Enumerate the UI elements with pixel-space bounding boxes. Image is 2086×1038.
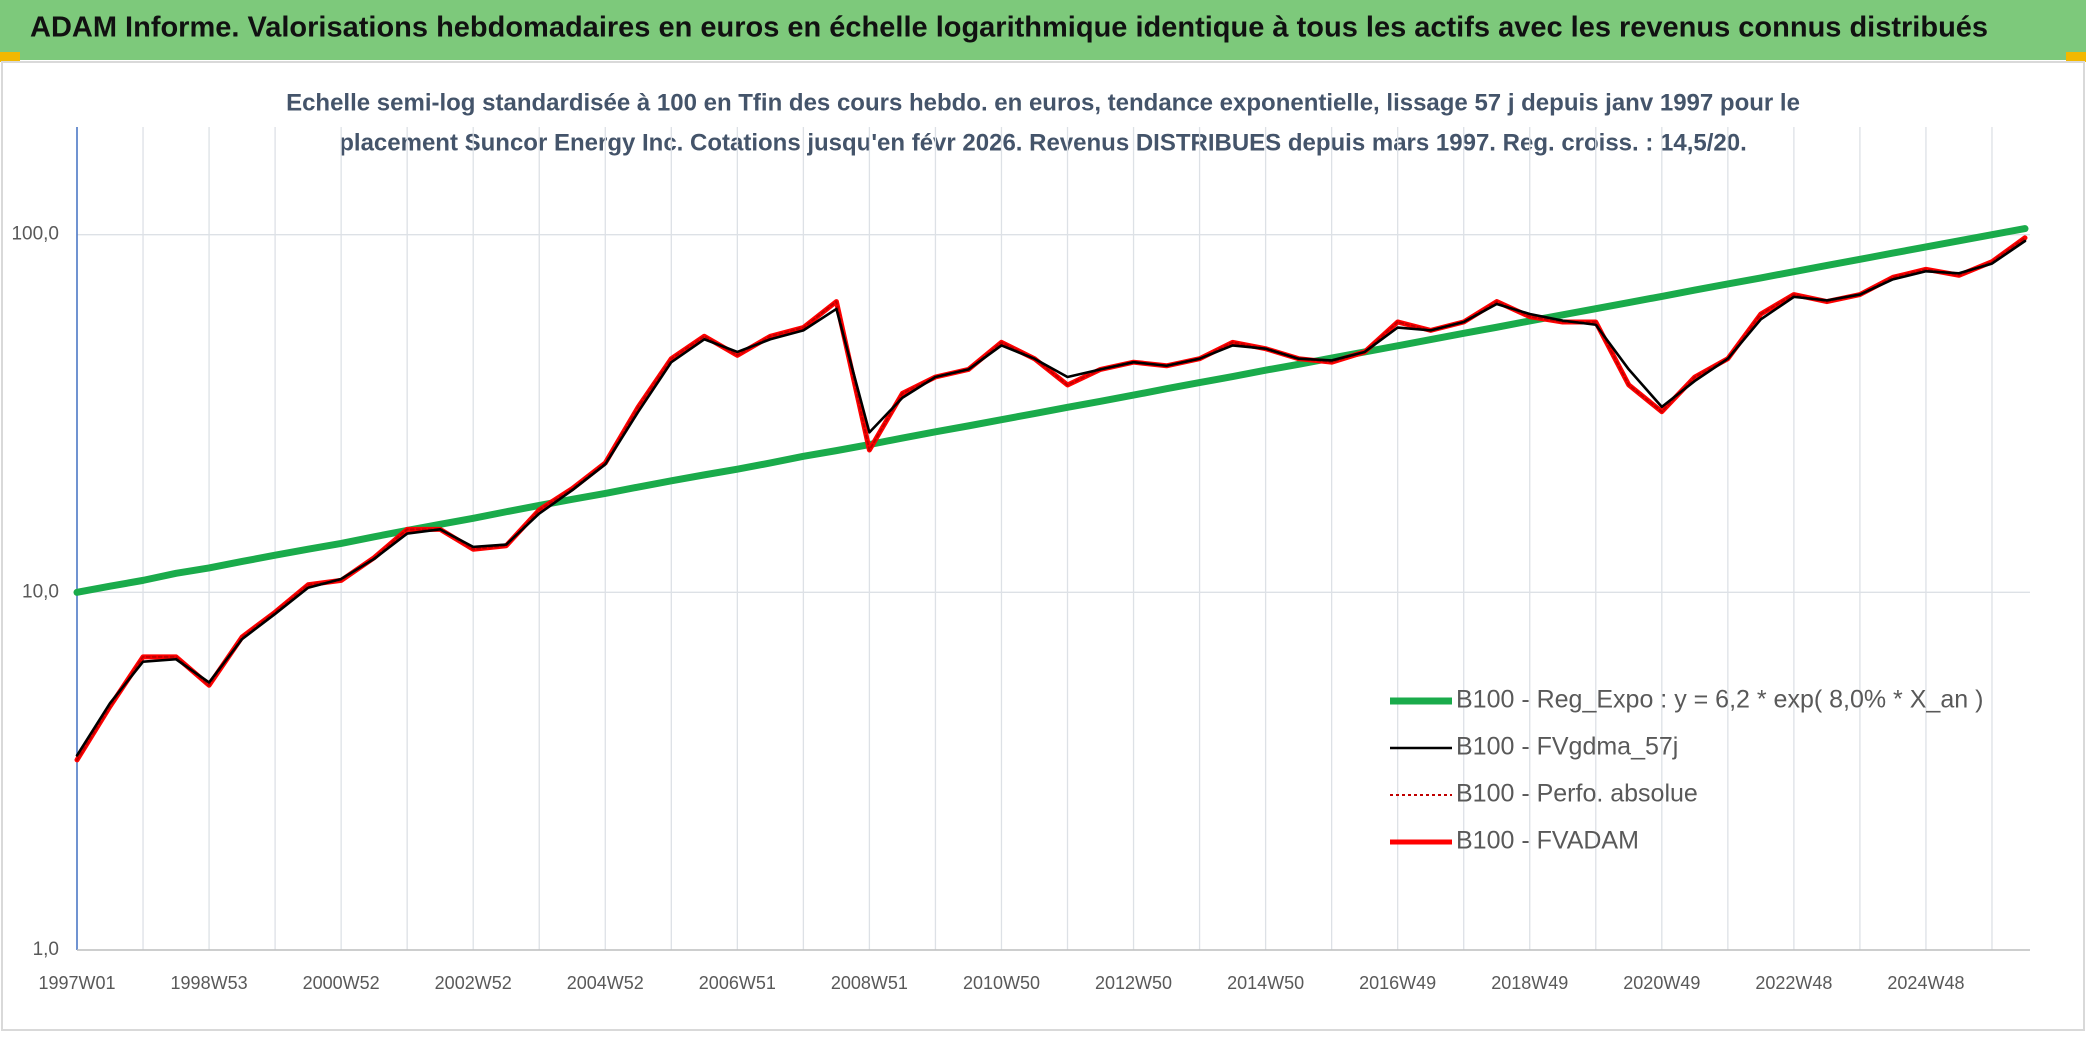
corner-left: [0, 52, 20, 62]
x-tick-label: 2002W52: [435, 973, 512, 993]
corner-right: [2066, 52, 2086, 62]
x-tick-label: 2004W52: [567, 973, 644, 993]
legend: B100 - Reg_Expo : y = 6,2 * exp( 8,0% * …: [1390, 686, 1983, 855]
x-tick-label: 1998W53: [171, 973, 248, 993]
x-tick-label: 2008W51: [831, 973, 908, 993]
legend-label: B100 - FVgdma_57j: [1456, 733, 1678, 761]
series-layer: [73, 225, 2029, 763]
x-tick-label: 2000W52: [303, 973, 380, 993]
title-bar: [0, 0, 2086, 60]
y-tick-label: 10,0: [22, 581, 59, 602]
series-line: [75, 239, 2027, 757]
x-tick-label: 2010W50: [963, 973, 1040, 993]
x-tick-label: 2006W51: [699, 973, 776, 993]
chart-subtitle: Echelle semi-log standardisée à 100 en T…: [286, 89, 1800, 116]
y-tick-label: 1,0: [33, 939, 59, 960]
legend-label: B100 - FVADAM: [1456, 827, 1639, 855]
x-tick-label: 2016W49: [1359, 973, 1436, 993]
series-line: [76, 236, 2026, 761]
x-tick-label: 2020W49: [1623, 973, 1700, 993]
y-tick-label: 100,0: [11, 224, 59, 245]
chart-subtitle: placement Suncor Energy Inc. Cotations j…: [339, 129, 1747, 156]
x-tick-label: 2012W50: [1095, 973, 1172, 993]
chart-title: ADAM Informe. Valorisations hebdomadaire…: [30, 12, 1988, 44]
x-tick-label: 1997W01: [38, 973, 115, 993]
x-tick-label: 2022W48: [1755, 973, 1832, 993]
grid-layer: 1,0 10,0 100,0 1997W01 1998W53 2000W52 2002W52…: [11, 127, 2030, 993]
legend-label: B100 - Reg_Expo : y = 6,2 * exp( 8,0% * …: [1456, 686, 1983, 714]
x-tick-label: 2014W50: [1227, 973, 1304, 993]
x-tick-label: 2024W48: [1887, 973, 1964, 993]
chart-frame: [1, 61, 2085, 1031]
x-tick-label: 2018W49: [1491, 973, 1568, 993]
legend-label: B100 - Perfo. absolue: [1456, 780, 1698, 808]
